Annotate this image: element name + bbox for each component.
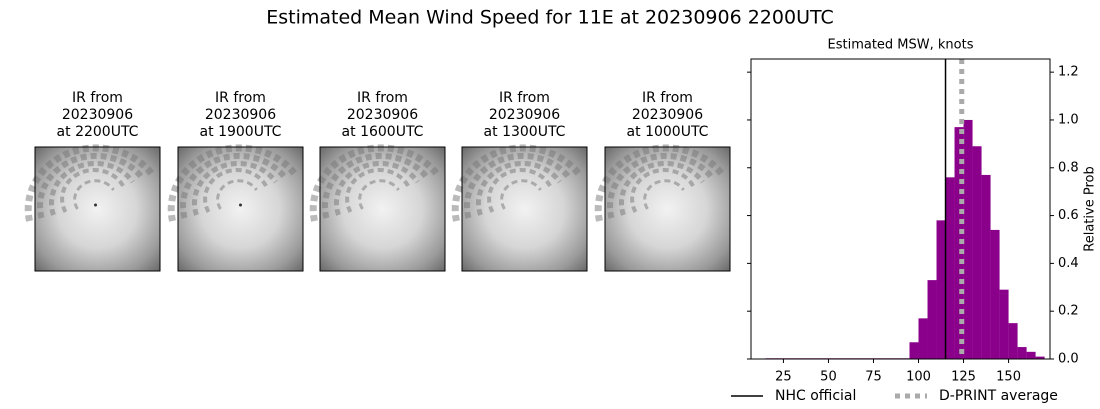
cloud-band <box>60 168 125 213</box>
cloud-band <box>487 168 552 213</box>
plot-frame <box>750 58 1051 360</box>
bar <box>981 174 991 359</box>
x-tick-label: 150 <box>996 370 1021 385</box>
cloud-band <box>630 168 695 213</box>
bar <box>936 220 946 359</box>
cloud-band <box>167 144 298 222</box>
cloud-band <box>619 161 705 216</box>
bar <box>1026 351 1036 359</box>
panel-caption: IR from <box>72 90 123 106</box>
cloud-band <box>358 179 400 210</box>
bar <box>945 177 955 359</box>
cloud-band <box>216 179 258 210</box>
bar <box>990 229 1000 359</box>
bar <box>963 119 973 359</box>
x-tick-label: 50 <box>820 370 837 385</box>
cloud-band <box>476 161 562 216</box>
cloud-band <box>192 161 278 216</box>
y-tick-label: 0.2 <box>1058 304 1079 319</box>
panel-caption: at 2200UTC <box>57 124 139 140</box>
y-tick-label: 0.4 <box>1058 256 1079 271</box>
y-tick-label: 0.8 <box>1058 160 1079 175</box>
cloud-band <box>179 152 288 219</box>
legend-label: D-PRINT average <box>939 388 1058 404</box>
cloud-band <box>345 168 410 213</box>
cloud-band <box>451 144 582 222</box>
cloud-band <box>643 179 685 210</box>
cloud-band <box>334 161 420 216</box>
x-tick-label: 75 <box>865 370 882 385</box>
cloud-band <box>500 179 542 210</box>
cloud-band <box>36 152 145 219</box>
y-axis-label: Relative Prob <box>1083 166 1098 251</box>
x-tick-label: 25 <box>775 370 792 385</box>
x-tick-label: 125 <box>951 370 976 385</box>
image-frame <box>461 146 588 272</box>
bar <box>954 127 964 359</box>
ir-texture <box>309 144 440 222</box>
image-frame <box>604 146 731 272</box>
bar <box>927 280 937 359</box>
panel-caption: at 1300UTC <box>484 124 566 140</box>
panel-caption: IR from <box>499 90 550 106</box>
bar <box>1008 323 1018 359</box>
legend-label: NHC official <box>775 388 856 404</box>
figure-title: Estimated Mean Wind Speed for 11E at 202… <box>266 7 834 29</box>
panel-caption: IR from <box>357 90 408 106</box>
bar <box>999 289 1009 359</box>
panel-caption: at 1900UTC <box>200 124 282 140</box>
image-frame <box>177 146 304 272</box>
cloud-band <box>24 144 155 222</box>
bar <box>1017 347 1027 359</box>
cloud-band <box>606 152 715 219</box>
cloud-band <box>309 144 440 222</box>
image-frame <box>319 146 446 272</box>
cloud-band <box>463 152 572 219</box>
eye <box>239 203 242 207</box>
bar <box>972 146 982 359</box>
panel-caption: 20230906 <box>347 107 418 123</box>
bar <box>918 318 928 359</box>
cloud-band <box>594 144 725 222</box>
ir-texture <box>167 144 298 222</box>
panel-caption: IR from <box>215 90 266 106</box>
ir-texture <box>451 144 582 222</box>
bar <box>909 342 919 359</box>
bar <box>1035 356 1045 359</box>
cloud-band <box>49 161 135 216</box>
plot-title: Estimated MSW, knots <box>828 38 974 53</box>
ir-texture <box>24 144 155 222</box>
panel-caption: 20230906 <box>489 107 560 123</box>
panel-caption: at 1600UTC <box>342 124 424 140</box>
cloud-band <box>321 152 430 219</box>
image-frame <box>34 146 161 272</box>
y-tick-label: 1.0 <box>1058 112 1079 127</box>
cloud-band <box>73 179 115 210</box>
panel-caption: 20230906 <box>632 107 703 123</box>
y-tick-label: 0.6 <box>1058 208 1079 223</box>
panel-caption: 20230906 <box>205 107 276 123</box>
cloud-band <box>203 168 268 213</box>
y-tick-label: 1.2 <box>1058 65 1079 80</box>
panel-caption: at 1000UTC <box>627 124 709 140</box>
y-tick-label: 0.0 <box>1058 352 1079 367</box>
eye <box>94 203 97 207</box>
ir-texture <box>594 144 725 222</box>
panel-caption: IR from <box>642 90 693 106</box>
panel-caption: 20230906 <box>62 107 133 123</box>
x-tick-label: 100 <box>906 370 931 385</box>
